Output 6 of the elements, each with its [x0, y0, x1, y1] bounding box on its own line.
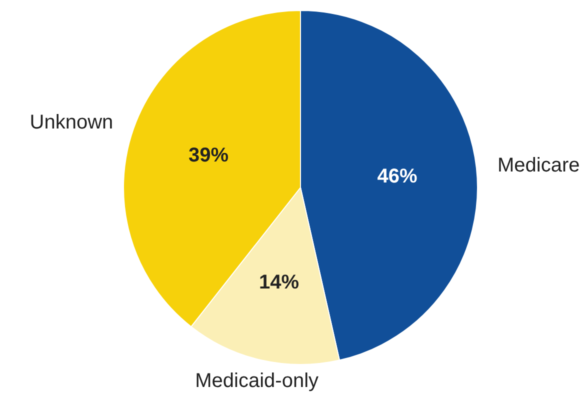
slice-label: Medicaid-only	[195, 370, 319, 392]
data-label: 46%	[377, 166, 418, 188]
data-label: 39%	[188, 144, 229, 167]
slice-label: Unknown	[30, 112, 114, 134]
data-label: 14%	[259, 271, 300, 294]
slice-label: Medicare	[498, 154, 580, 177]
